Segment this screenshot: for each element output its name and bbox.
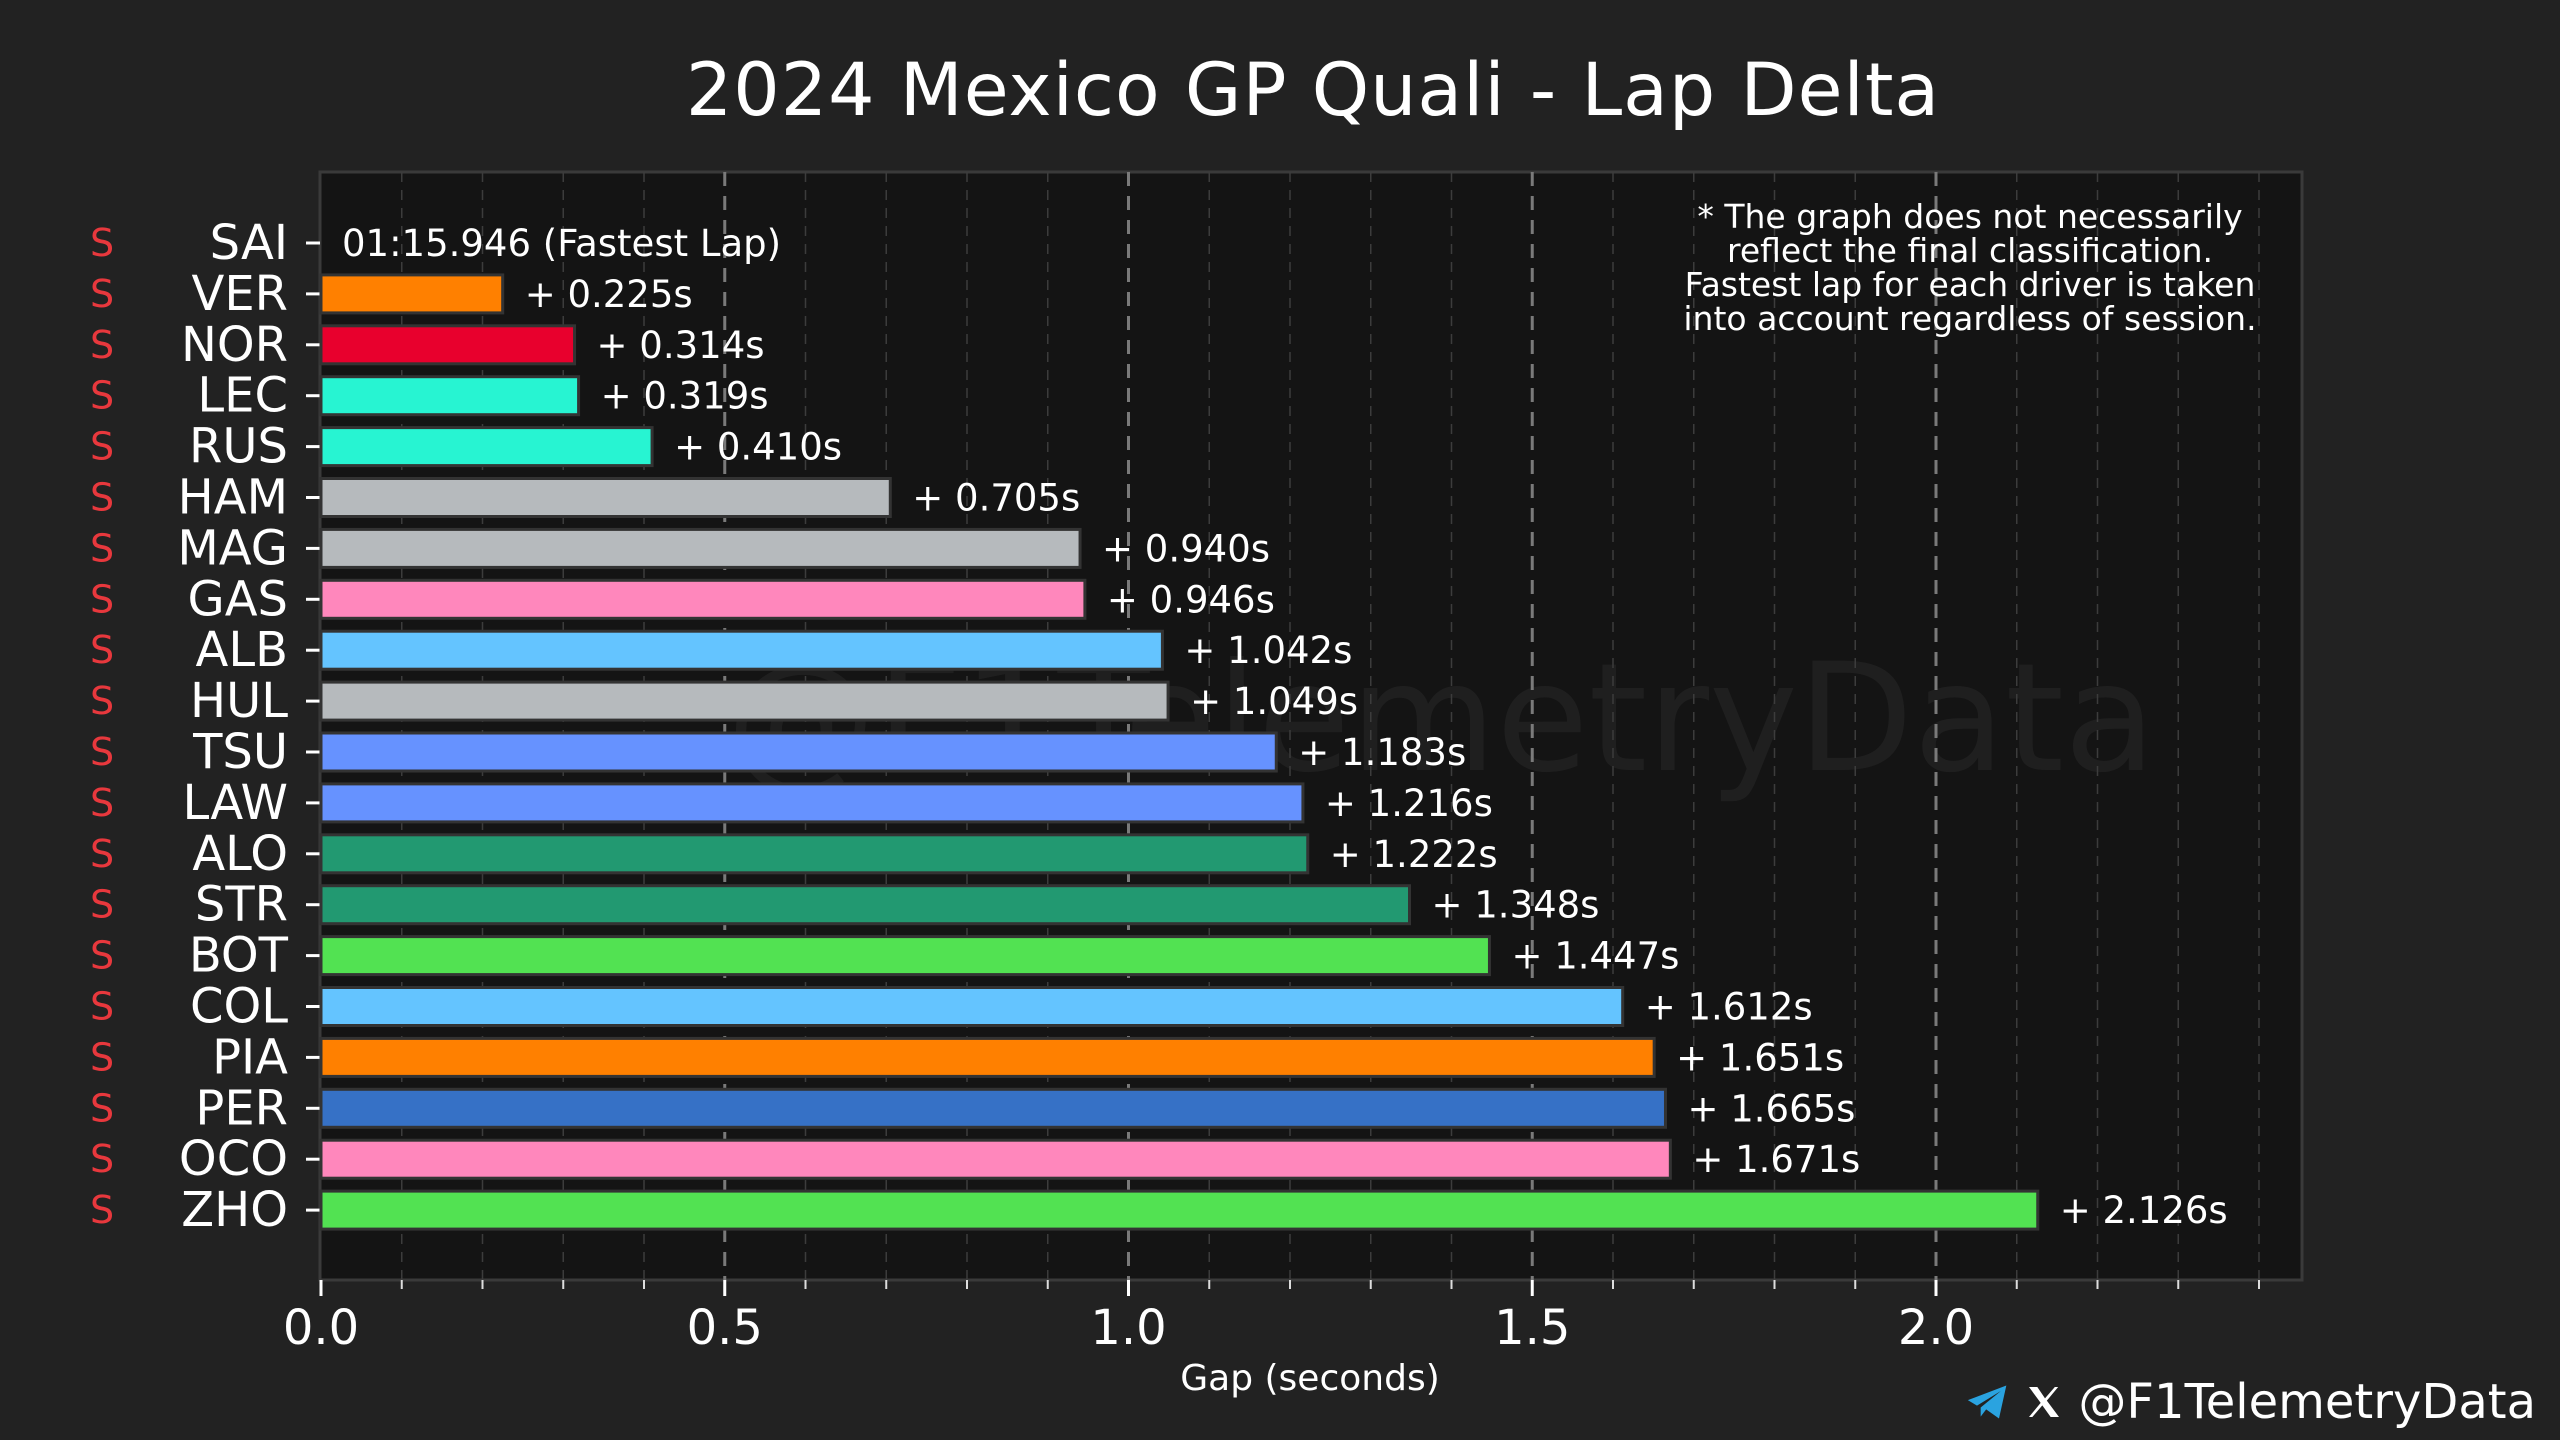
bar-value-label: + 1.183s [1298,731,1466,774]
x-tick-label: 0.0 [283,1300,359,1356]
driver-label: PER [195,1080,288,1136]
note-line: into account regardless of session. [1683,299,2257,338]
footer-credit: @F1TelemetryData [1966,1372,2536,1432]
x-axis-label: Gap (seconds) [1180,1358,1440,1399]
tyre-compound-label: S [90,1035,114,1079]
driver-label: ZHO [181,1182,288,1238]
bar [319,273,505,315]
footer-handle: @F1TelemetryData [2078,1374,2536,1430]
bar [319,629,1164,671]
x-tick-label: 2.0 [1898,1300,1974,1356]
classification-note: * The graph does not necessarily reflect… [1610,200,2330,336]
driver-label: HUL [190,673,288,729]
bar-value-label: + 0.225s [525,273,693,316]
bar-value-label: + 1.671s [1692,1138,1860,1181]
bar-value-label: + 1.222s [1330,833,1498,876]
tyre-compound-label: S [90,628,114,672]
tyre-compound-label: S [90,1086,114,1130]
tyre-compound-label: S [90,1188,114,1232]
driver-label: STR [195,877,288,933]
tyre-compound-label: S [90,221,114,265]
bar-value-label: + 2.126s [2060,1189,2228,1232]
bar-value-label: + 1.447s [1511,935,1679,978]
driver-label: MAG [177,520,288,576]
telegram-icon [1968,1385,2007,1419]
driver-label: LEC [197,368,288,424]
bar-value-label: + 1.665s [1687,1087,1855,1130]
bar-value-label: + 0.410s [674,426,842,469]
chart-title: 2024 Mexico GP Quali - Lap Delta [685,48,1941,133]
driver-label: RUS [189,419,288,475]
bar [319,731,1278,773]
bar [319,375,581,417]
driver-label: TSU [192,724,288,780]
x-tick-label: 1.5 [1494,1300,1570,1356]
note-line: * The graph does not necessarily [1697,197,2243,236]
driver-label: VER [191,266,288,322]
driver-label: PIA [212,1029,288,1085]
bar [319,477,892,518]
tyre-compound-label: S [90,1137,114,1181]
bar-value-label: + 1.042s [1184,629,1352,672]
driver-label: COL [190,979,288,1035]
bar [319,1189,2040,1231]
driver-label: ALO [192,826,288,882]
note-line: reflect the final classification. [1727,231,2213,270]
tyre-compound-label: S [90,730,114,774]
bar [319,986,1625,1027]
bar [319,1036,1656,1078]
bar [319,527,1082,569]
tyre-compound-label: S [90,526,114,570]
bar [319,1138,1672,1180]
driver-label: GAS [188,571,289,627]
note-line: Fastest lap for each driver is taken [1684,265,2256,304]
driver-label: NOR [181,317,288,373]
driver-label: ALB [195,622,288,678]
driver-label: HAM [178,470,288,526]
x-tick-label: 0.5 [687,1300,763,1356]
tyre-compound-label: S [90,679,114,723]
tyre-compound-label: S [90,985,114,1029]
bar [319,578,1087,620]
bar [319,833,1310,875]
bar [319,426,654,468]
bar [319,782,1305,824]
bar [319,680,1170,722]
bar [319,935,1491,977]
bar [319,1087,1667,1129]
driver-label: OCO [179,1131,288,1187]
tyre-compound-label: S [90,425,114,469]
bar-value-label: + 0.314s [597,324,765,367]
bar-value-label: + 1.651s [1676,1036,1844,1079]
tyre-compound-label: S [90,272,114,316]
driver-label: BOT [189,928,289,984]
tyre-compound-label: S [90,934,114,978]
tyre-compound-label: S [90,781,114,825]
bar-value-label: + 0.946s [1107,578,1275,621]
driver-label: SAI [210,215,288,271]
x-tick-label: 1.0 [1090,1300,1166,1356]
bar-value-label: + 1.348s [1432,884,1600,927]
bar-value-label: + 1.216s [1325,782,1493,825]
bar-value-label: + 0.705s [912,477,1080,520]
bar-value-label: + 0.940s [1102,527,1270,570]
x-logo-icon [2029,1387,2060,1417]
bar [319,884,1412,926]
tyre-compound-label: S [90,374,114,418]
bar-value-label: + 1.049s [1190,680,1358,723]
tyre-compound-label: S [90,883,114,927]
bar-value-label: + 0.319s [601,375,769,418]
tyre-compound-label: S [90,577,114,621]
bar-value-label: + 1.612s [1645,986,1813,1029]
tyre-compound-label: S [90,323,114,367]
driver-label: LAW [182,775,288,831]
bar [319,324,577,366]
fastest-lap-label: 01:15.946 (Fastest Lap) [342,222,781,265]
tyre-compound-label: S [90,476,114,520]
tyre-compound-label: S [90,832,114,876]
